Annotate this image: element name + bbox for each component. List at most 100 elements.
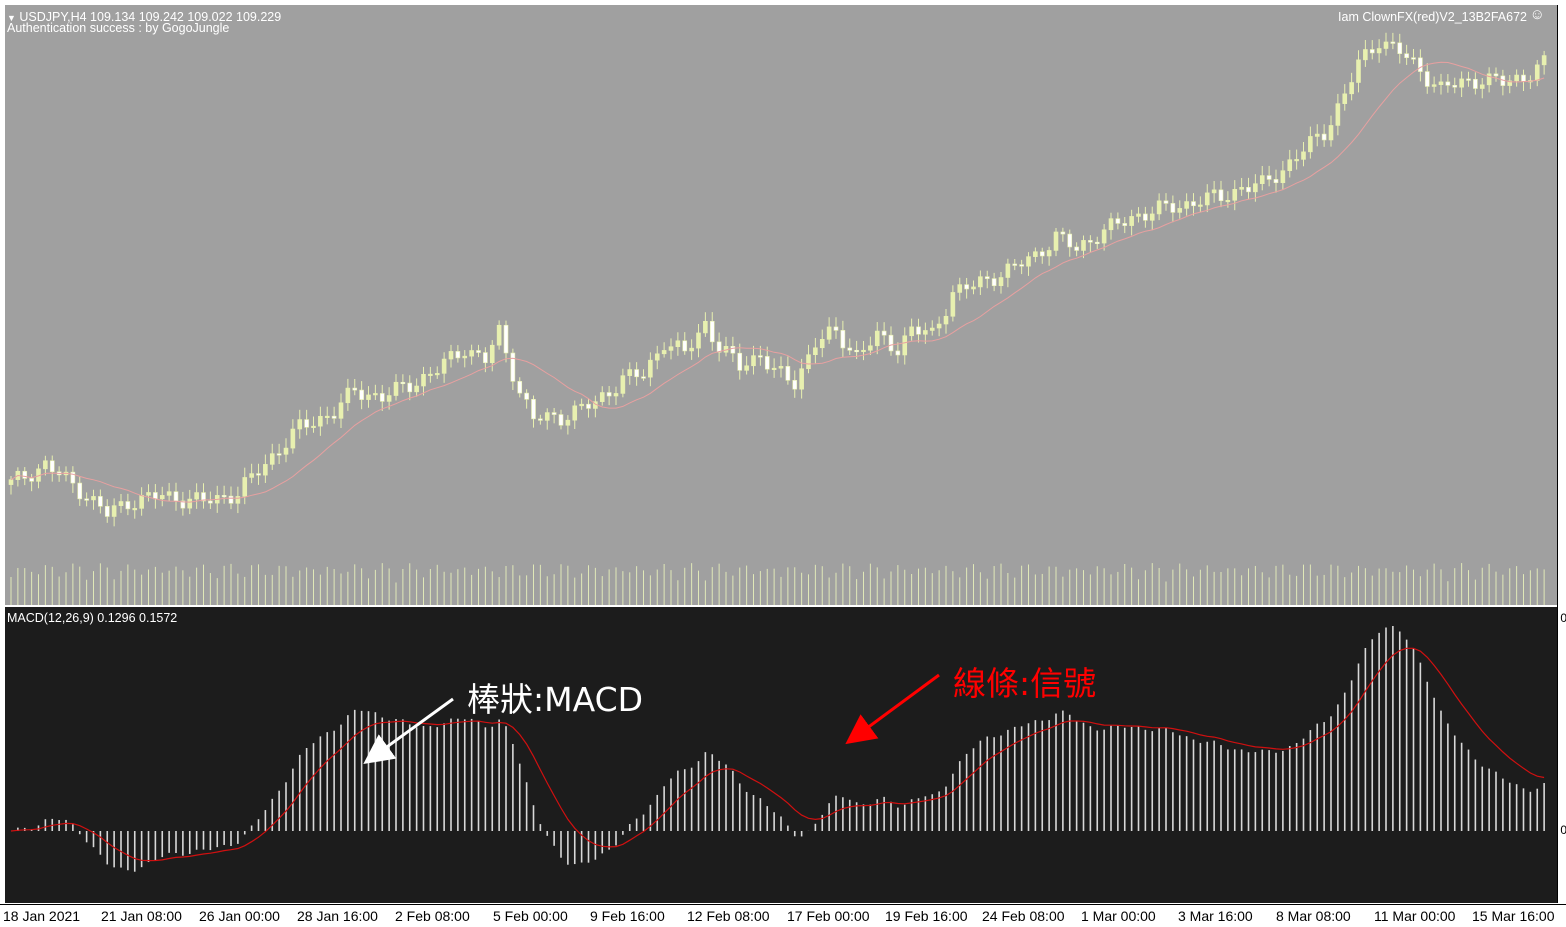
candle-body [1149, 213, 1155, 221]
candle-body [8, 479, 14, 485]
candle-body [654, 353, 660, 361]
candle-body [221, 495, 227, 498]
candle-body [764, 356, 770, 370]
candle-body [668, 346, 674, 351]
candle-body [249, 473, 254, 478]
candle-body [1204, 192, 1210, 206]
candle-body [737, 352, 743, 371]
candle-body [173, 491, 179, 502]
candle-body [153, 492, 158, 500]
candle-body [819, 338, 825, 349]
symbol-line: USDJPY,H4 109.134 109.242 109.022 109.22… [19, 10, 282, 24]
candle-body [1280, 170, 1286, 184]
candle-body [146, 492, 151, 496]
candle-body [1273, 179, 1279, 184]
candle-body [909, 326, 914, 337]
candle-body [276, 453, 282, 456]
candle-body [118, 501, 124, 506]
histogram-annotation: 棒狀:MACD [467, 680, 644, 719]
candle-body [1239, 187, 1244, 190]
candle-body [936, 323, 942, 329]
candle-body [1328, 125, 1334, 141]
candle-body [373, 393, 378, 396]
price-pane[interactable]: ▼ USDJPY,H4 109.134 109.242 109.022 109.… [5, 5, 1557, 605]
candle-body [1314, 133, 1320, 137]
candle-body [1129, 216, 1134, 226]
macd-chart[interactable] [5, 607, 1557, 903]
candle-body [1466, 78, 1471, 81]
candle-body [558, 414, 564, 426]
price-scale[interactable]: 0 0 [1557, 5, 1566, 903]
candle-body [269, 453, 275, 465]
candle-body [139, 494, 144, 509]
candle-body [1184, 201, 1189, 209]
candle-body [1033, 251, 1038, 257]
macd-pane[interactable]: MACD(12,26,9) 0.1296 0.1572 棒狀:MACD 線條:信… [5, 607, 1557, 903]
candle-body [1376, 48, 1382, 54]
time-label: 15 Mar 16:00 [1472, 908, 1555, 924]
candle-body [888, 334, 894, 352]
candle-body [1115, 218, 1121, 224]
time-axis[interactable]: 18 Jan 2021 21 Jan 08:00 26 Jan 00:00 28… [0, 904, 1566, 927]
candle-body [902, 335, 908, 356]
candle-body [311, 425, 316, 428]
candle-body [813, 347, 818, 356]
candle-body [235, 496, 241, 504]
candle-body [751, 355, 756, 367]
candle-body [476, 350, 481, 353]
time-label: 2 Feb 08:00 [395, 908, 470, 924]
candle-body [565, 419, 571, 426]
moving-average-line [10, 61, 1545, 503]
candle-body [641, 376, 646, 379]
symbol-header: ▼ USDJPY,H4 109.134 109.242 109.022 109.… [7, 10, 281, 25]
candle-body [1534, 64, 1540, 81]
candle-body [1163, 200, 1169, 204]
candle-body [799, 368, 804, 390]
collapse-icon[interactable]: ▼ [7, 13, 16, 23]
candle-body [434, 373, 440, 376]
candle-body [544, 412, 550, 421]
candle-body [297, 419, 303, 430]
candle-body [304, 419, 309, 428]
candle-body [1026, 256, 1031, 267]
auth-line: Authentication success : by GogoJungle [7, 21, 230, 35]
signal-arrow [845, 673, 940, 745]
price-chart[interactable] [5, 5, 1557, 605]
time-label: 11 Mar 00:00 [1374, 908, 1456, 924]
candle-body [1363, 49, 1368, 61]
candle-body [1225, 200, 1231, 203]
candle-body [77, 482, 83, 500]
candle-body [318, 415, 323, 427]
time-label: 3 Mar 16:00 [1178, 908, 1253, 924]
candle-body [496, 324, 502, 346]
candle-body [166, 491, 172, 496]
candle-body [895, 350, 901, 356]
candle-body [1005, 263, 1011, 278]
candle-body [503, 324, 509, 354]
candle-body [1452, 85, 1458, 88]
candle-body [874, 330, 880, 347]
candle-body [201, 492, 206, 502]
candle-body [984, 276, 990, 279]
candle-body [744, 365, 749, 371]
candle-body [43, 460, 48, 470]
candle-body [256, 473, 261, 476]
candle-body [517, 381, 523, 394]
candle-body [572, 405, 578, 421]
candle-body [1211, 189, 1217, 194]
candle-body [421, 374, 426, 387]
candle-body [620, 375, 626, 394]
smiley-icon[interactable]: ☺ [1529, 6, 1545, 23]
candle-body [441, 358, 447, 374]
candle-body [916, 326, 921, 335]
candle-body [125, 501, 131, 510]
time-label: 18 Jan 2021 [3, 908, 81, 924]
candle-body [70, 471, 76, 484]
candle-body [1266, 175, 1272, 180]
time-label: 12 Feb 08:00 [687, 908, 770, 924]
candle-body [627, 369, 633, 376]
candle-body [98, 496, 103, 507]
candle-body [338, 402, 344, 419]
candle-body [778, 366, 784, 369]
